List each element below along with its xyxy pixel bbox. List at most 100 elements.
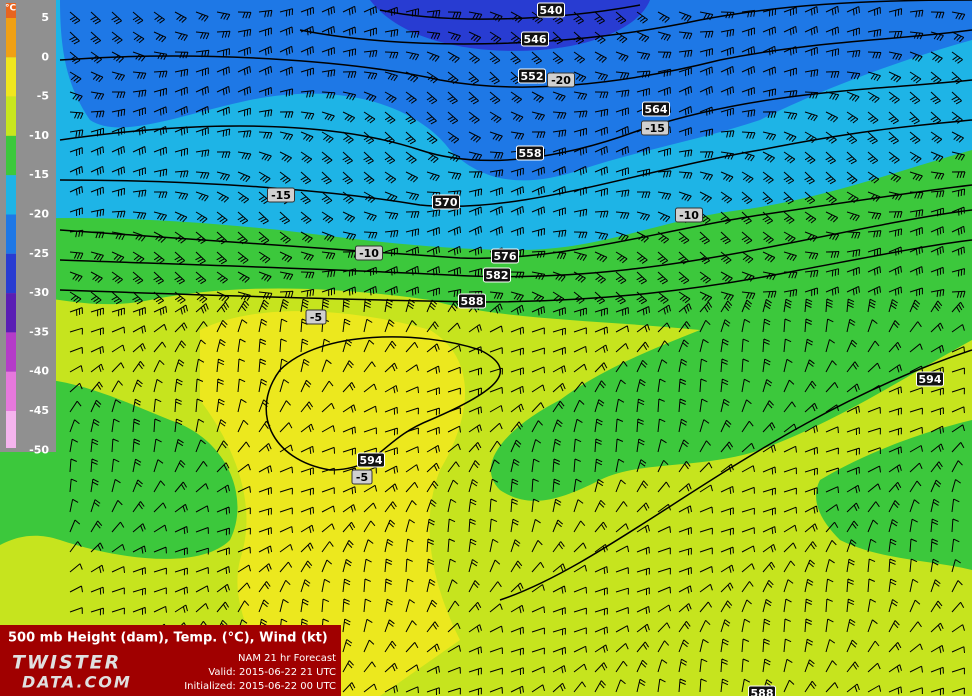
- wind-barb: [153, 106, 167, 116]
- wind-barb: [762, 271, 777, 281]
- wind-barb: [699, 527, 713, 535]
- wind-barb: [300, 288, 315, 297]
- wind-barb: [258, 211, 269, 225]
- wind-barb: [363, 598, 372, 613]
- wind-barb: [678, 527, 692, 535]
- wind-barb: [69, 419, 80, 433]
- wind-barb: [195, 505, 209, 513]
- wind-barb: [846, 339, 858, 353]
- wind-barb: [447, 366, 461, 374]
- wind-barb: [531, 402, 545, 413]
- wind-barb: [426, 321, 439, 333]
- wind-barb: [594, 566, 608, 575]
- footer-title: 500 mb Height (dam), Temp. (°C), Wind (k…: [8, 631, 328, 646]
- wind-barb: [636, 587, 650, 596]
- wind-barb: [720, 678, 729, 693]
- wind-barb: [951, 324, 965, 333]
- wind-barb: [90, 110, 105, 118]
- wind-barb: [426, 287, 440, 297]
- wind-barb: [825, 360, 837, 373]
- wind-barb: [153, 146, 167, 156]
- wind-barb: [510, 385, 524, 394]
- wind-barb: [90, 607, 104, 616]
- wind-barb: [111, 521, 125, 533]
- wind-barb: [195, 439, 206, 453]
- label-box: [351, 469, 373, 485]
- wind-barb: [111, 587, 125, 595]
- wind-barb: [489, 226, 503, 236]
- wind-barb: [405, 265, 419, 276]
- wind-barb: [468, 346, 482, 355]
- wind-barb: [426, 462, 440, 473]
- wind-barb: [615, 11, 627, 25]
- wind-barb: [573, 520, 586, 533]
- wind-barb: [489, 625, 504, 633]
- wind-barb: [510, 291, 524, 301]
- wind-barb: [447, 443, 461, 453]
- wind-barb: [615, 126, 629, 136]
- wind-barb: [825, 639, 836, 653]
- wind-barb: [846, 171, 858, 185]
- wind-barb: [111, 543, 125, 553]
- wind-barb: [112, 91, 126, 99]
- wind-barb: [762, 507, 776, 516]
- wind-barb: [678, 418, 688, 433]
- wind-barb: [279, 338, 287, 353]
- wind-barb: [279, 379, 290, 393]
- wind-barb: [573, 51, 585, 64]
- wind-barb: [846, 427, 860, 436]
- wind-barb: [237, 211, 249, 225]
- wind-barb: [468, 225, 482, 236]
- wind-barb: [279, 66, 293, 76]
- wind-barb: [615, 438, 624, 453]
- legend-color: [6, 214, 16, 254]
- wind-barb: [258, 171, 271, 184]
- wind-barb: [678, 49, 693, 58]
- label-box: [267, 187, 295, 203]
- legend-color: [6, 3, 16, 18]
- wind-barb: [762, 111, 777, 118]
- wind-barb: [888, 8, 903, 17]
- wind-barb: [111, 326, 125, 334]
- wind-barb: [426, 245, 440, 256]
- wind-barb: [930, 407, 944, 416]
- wind-barb: [720, 231, 731, 245]
- wind-barb: [489, 206, 504, 216]
- wind-barb: [930, 518, 939, 533]
- label-box: [483, 267, 511, 283]
- wind-barb: [888, 664, 902, 673]
- wind-barb: [531, 51, 542, 65]
- wind-barb: [489, 303, 503, 314]
- wind-barb: [930, 498, 940, 513]
- wind-barb: [909, 227, 923, 236]
- wind-barb: [174, 547, 188, 556]
- wind-barb: [657, 547, 671, 555]
- wind-barb: [846, 361, 859, 373]
- wind-barb: [195, 31, 210, 40]
- wind-barb: [678, 127, 692, 136]
- wind-barb: [69, 207, 83, 216]
- wind-barb: [153, 378, 163, 393]
- wind-barb: [279, 579, 291, 593]
- wind-barb: [867, 298, 876, 313]
- wind-barb: [153, 398, 162, 413]
- wind-barb: [867, 384, 881, 393]
- wind-barb: [930, 666, 944, 675]
- wind-barb: [951, 225, 965, 236]
- wind-barb: [951, 171, 966, 179]
- wind-barb: [594, 418, 603, 433]
- wind-barb: [216, 301, 230, 313]
- wind-barb: [573, 586, 587, 594]
- contour-label: 582: [486, 269, 509, 282]
- wind-barb: [279, 290, 294, 298]
- wind-barb: [132, 458, 142, 473]
- wind-barb: [321, 380, 334, 393]
- wind-barb: [615, 545, 630, 553]
- wind-barb: [468, 188, 483, 197]
- wind-barb: [321, 6, 335, 16]
- wind-barb: [195, 271, 207, 285]
- wind-barb: [90, 478, 99, 493]
- wind-barb: [825, 151, 836, 165]
- wind-barb: [867, 685, 882, 693]
- wind-barb: [90, 71, 104, 83]
